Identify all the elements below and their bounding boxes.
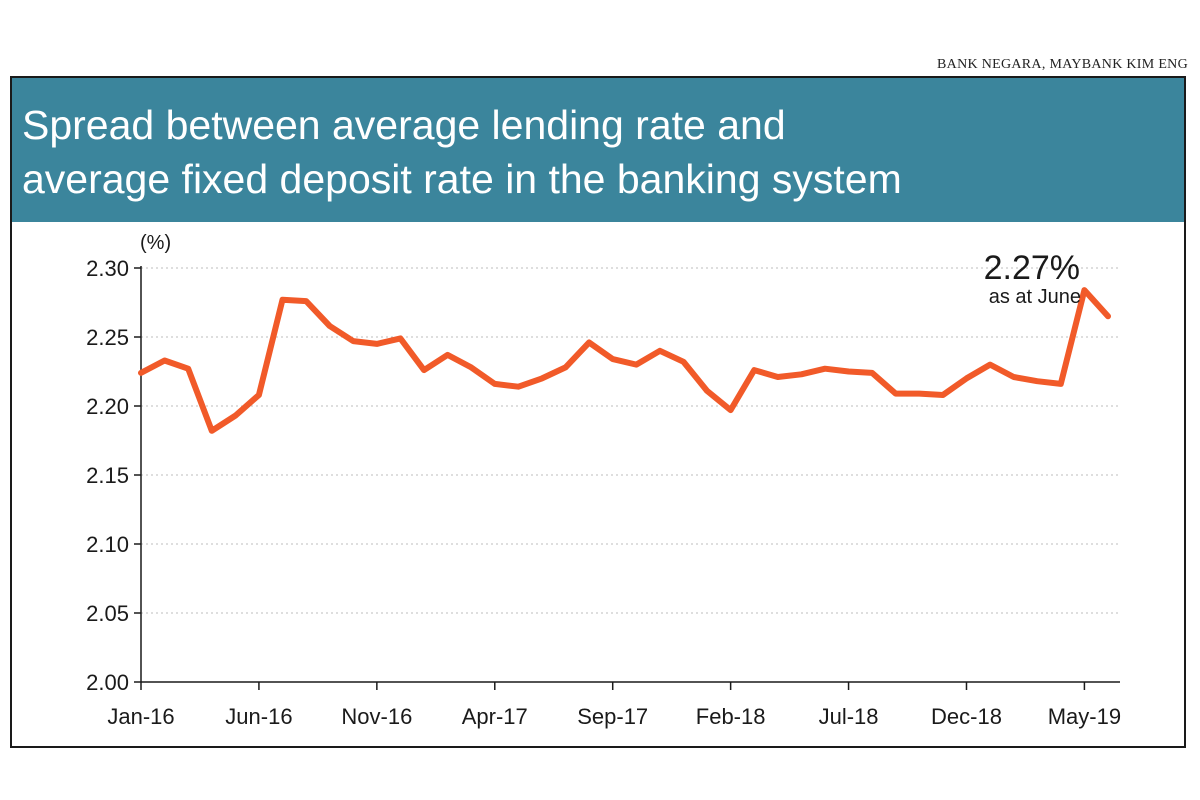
data-point xyxy=(164,360,166,361)
data-point xyxy=(447,354,449,356)
data-point xyxy=(352,340,354,342)
data-point xyxy=(305,300,307,302)
x-tick-label: Sep-17 xyxy=(577,704,648,729)
data-point xyxy=(1060,383,1062,385)
chart-frame: Spread between average lending rate and … xyxy=(10,76,1186,748)
data-point xyxy=(1013,376,1015,378)
data-point xyxy=(376,343,378,345)
data-point xyxy=(895,393,897,395)
chart-header: Spread between average lending rate and … xyxy=(12,78,1184,222)
data-point xyxy=(423,369,425,371)
data-point xyxy=(258,394,260,396)
chart-title-line-2: average fixed deposit rate in the bankin… xyxy=(22,156,902,202)
y-axis-unit-label: (%) xyxy=(140,232,171,254)
data-point xyxy=(517,386,519,388)
data-point xyxy=(871,372,873,374)
x-tick-label: Nov-16 xyxy=(341,704,412,729)
data-point xyxy=(612,358,614,360)
data-point xyxy=(1083,289,1085,291)
gridlines xyxy=(141,267,1120,614)
data-point xyxy=(140,372,142,374)
data-point xyxy=(800,373,802,375)
y-tick-label: 2.30 xyxy=(86,256,129,281)
annotation-value: 2.27% xyxy=(984,249,1080,287)
data-point xyxy=(541,377,543,379)
data-point xyxy=(683,361,684,363)
data-point xyxy=(187,368,189,370)
x-tick-label: Jul-18 xyxy=(819,704,879,729)
data-point xyxy=(1107,315,1109,317)
data-point xyxy=(470,366,472,368)
axes: 2.30 2.25 2.20 2.15 2.10 2.05 2.00 Jan-16 Jun-16… xyxy=(86,256,1121,729)
data-point xyxy=(329,325,331,327)
x-tick-label: Dec-18 xyxy=(931,704,1002,729)
y-tick-label: 2.10 xyxy=(86,532,129,557)
data-point xyxy=(706,390,708,392)
y-tick-label: 2.20 xyxy=(86,394,129,419)
y-tick-label: 2.05 xyxy=(86,601,129,626)
data-point xyxy=(1036,380,1038,382)
data-point xyxy=(966,377,967,379)
annotation-label: as at June xyxy=(989,286,1081,308)
y-tick-label: 2.00 xyxy=(86,670,129,695)
chart-title-line-1: Spread between average lending rate and xyxy=(22,102,786,148)
data-point xyxy=(753,369,755,371)
x-tick-label: Jun-16 xyxy=(225,704,292,729)
y-tick-label: 2.15 xyxy=(86,463,129,488)
data-point xyxy=(565,366,566,368)
data-point xyxy=(399,337,401,339)
data-point xyxy=(848,371,850,372)
source-credit: BANK NEGARA, MAYBANK KIM ENG xyxy=(937,57,1188,72)
data-point xyxy=(659,350,661,352)
data-point xyxy=(211,430,213,432)
data-point xyxy=(588,342,590,343)
y-tick-label: 2.25 xyxy=(86,325,129,350)
x-tick-label: Jan-16 xyxy=(107,704,174,729)
series-layer xyxy=(138,287,1111,434)
data-point xyxy=(942,394,944,396)
data-point xyxy=(918,393,920,395)
data-point xyxy=(494,383,496,385)
data-point xyxy=(824,368,826,370)
x-tick-label: May-19 xyxy=(1048,704,1121,729)
data-point xyxy=(635,364,637,366)
data-point xyxy=(234,415,236,417)
data-point xyxy=(282,299,283,301)
data-point xyxy=(777,376,779,378)
x-tick-label: Apr-17 xyxy=(462,704,528,729)
x-tick-label: Feb-18 xyxy=(696,704,766,729)
series-line xyxy=(138,287,1111,434)
data-point xyxy=(989,364,991,366)
data-point xyxy=(730,409,732,411)
